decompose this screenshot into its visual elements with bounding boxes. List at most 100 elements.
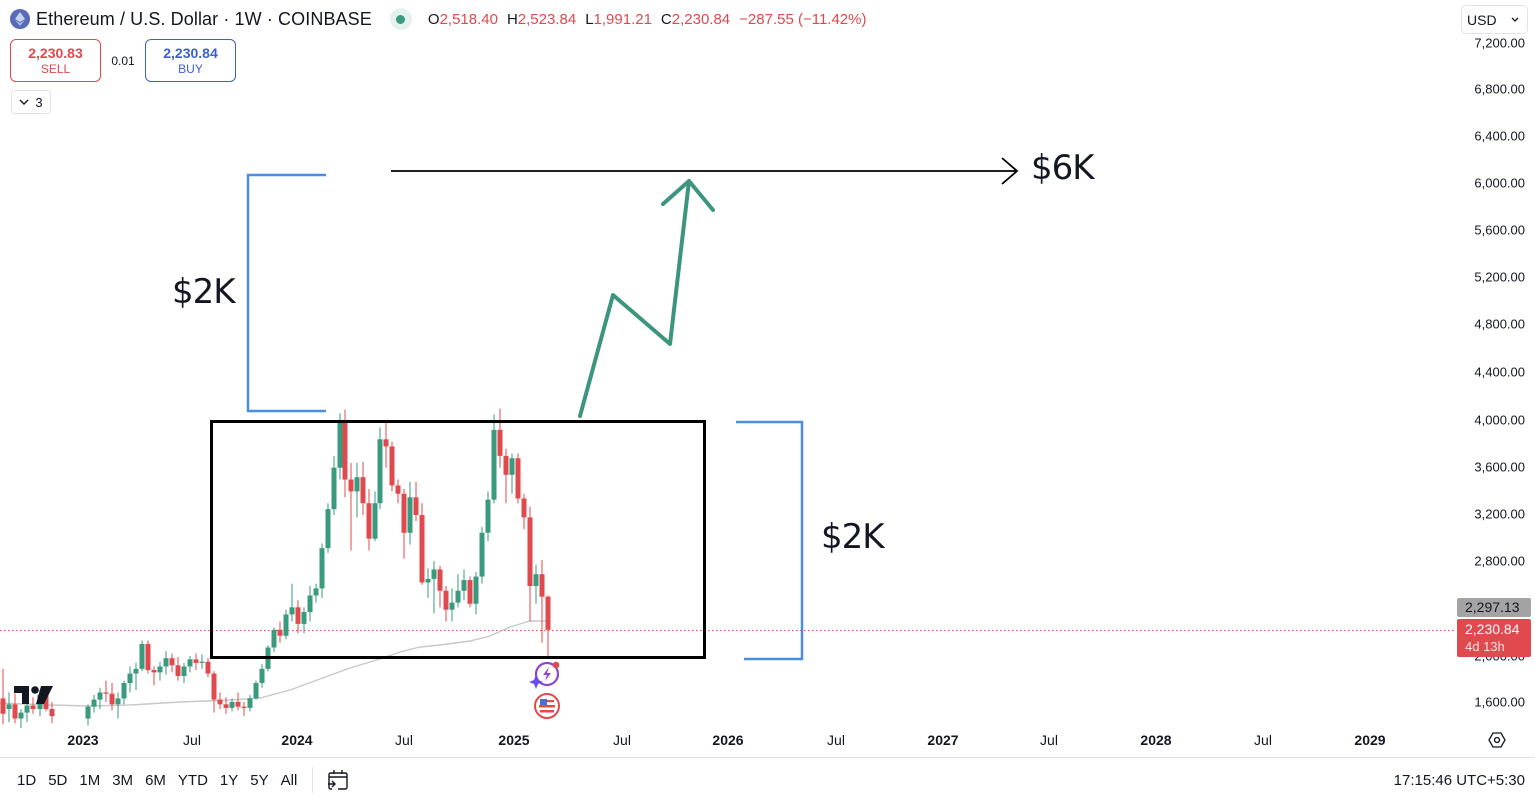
price-change: −287.55 (−11.42%) xyxy=(739,10,867,28)
candle-body xyxy=(217,699,223,705)
candle-body xyxy=(49,709,55,717)
candle-body xyxy=(229,701,235,708)
sell-price: 2,230.83 xyxy=(28,44,83,61)
candle-body xyxy=(319,548,325,589)
candle-body xyxy=(115,698,121,705)
range-button-ytd[interactable]: YTD xyxy=(177,771,208,789)
candle-body xyxy=(437,569,443,591)
candle-body xyxy=(30,705,36,710)
range-button-5d[interactable]: 5D xyxy=(48,771,68,789)
candle-body xyxy=(295,607,301,624)
currency-select[interactable]: USD xyxy=(1461,5,1528,34)
indicators-toggle-button[interactable]: 3 xyxy=(11,90,51,114)
range-button-6m[interactable]: 6M xyxy=(145,771,166,789)
candle-body xyxy=(223,704,229,708)
candle-body xyxy=(259,668,265,684)
lower-range-label[interactable]: $2K xyxy=(821,517,885,557)
candle-body xyxy=(18,712,24,719)
candle-body xyxy=(479,532,485,577)
last-price-value: 2,230.84 xyxy=(1465,621,1520,637)
candle-body xyxy=(205,661,211,674)
range-button-3m[interactable]: 3M xyxy=(112,771,134,789)
spread-value: 0.01 xyxy=(111,53,135,68)
candle-body xyxy=(169,658,175,666)
tradingview-logo[interactable] xyxy=(14,684,54,706)
time-axis[interactable]: 2023 Jul 2024 Jul 2025 Jul 2026 Jul 2027 Jul 2028 J… xyxy=(0,726,1450,754)
symbol-title[interactable]: Ethereum / U.S. Dollar · 1W · COINBASE xyxy=(36,8,372,29)
candle-body xyxy=(247,698,253,708)
candle-body xyxy=(151,670,157,673)
candle-body xyxy=(497,429,503,456)
price-tick: 2,800.00 xyxy=(1474,553,1525,569)
last-price-tag: 2,230.84 4d 13h xyxy=(1457,619,1531,657)
sell-button[interactable]: 2,230.83 SELL xyxy=(10,39,101,82)
toolbar-divider xyxy=(312,767,314,793)
candle-body xyxy=(313,588,319,596)
upper-bracket[interactable] xyxy=(246,173,326,413)
candle-body xyxy=(354,477,360,492)
date-range-group: 1D 5D 1M 3M 6M YTD 1Y 5Y All xyxy=(12,772,302,789)
range-button-5y[interactable]: 5Y xyxy=(250,771,269,789)
time-tick: Jul xyxy=(183,732,201,748)
earnings-event-icon[interactable] xyxy=(529,661,560,689)
candle-body xyxy=(425,578,431,583)
go-to-date-button[interactable] xyxy=(325,767,351,793)
price-tick: 3,600.00 xyxy=(1474,459,1525,475)
trade-panel: 2,230.83 SELL 0.01 2,230.84 BUY xyxy=(10,39,236,82)
candle-body xyxy=(413,497,419,516)
candle-body xyxy=(383,439,389,447)
price-tick: 3,200.00 xyxy=(1474,506,1525,522)
sell-label: SELL xyxy=(40,61,71,76)
close-label: C xyxy=(660,10,672,28)
candle-body xyxy=(419,515,425,583)
close-value: 2,230.84 xyxy=(671,10,731,28)
time-tick: 2023 xyxy=(67,732,99,748)
target-label[interactable]: $6K xyxy=(1031,148,1095,188)
candle-body xyxy=(533,574,539,587)
currency-value: USD xyxy=(1467,11,1497,28)
range-box[interactable] xyxy=(210,420,706,659)
range-button-all[interactable]: All xyxy=(280,771,298,789)
candle-body xyxy=(139,643,145,669)
candle-body xyxy=(389,446,395,486)
lower-bracket[interactable] xyxy=(736,420,804,661)
candle-body xyxy=(193,659,199,663)
candle-body xyxy=(145,643,151,671)
candle-body xyxy=(503,455,509,475)
candle-body xyxy=(301,612,307,624)
candle-body xyxy=(133,668,139,674)
indicators-count: 3 xyxy=(35,94,43,110)
candle-body xyxy=(366,503,372,539)
price-tick: 7,200.00 xyxy=(1474,35,1525,51)
candle-body xyxy=(175,665,181,676)
candle-body xyxy=(461,580,467,591)
buy-button[interactable]: 2,230.84 BUY xyxy=(145,39,236,82)
candle-body xyxy=(348,479,354,492)
candle-body xyxy=(187,659,193,667)
candle-body xyxy=(485,499,491,533)
price-tick: 4,000.00 xyxy=(1474,412,1525,428)
candle-body xyxy=(331,467,337,510)
price-tick: 6,800.00 xyxy=(1474,81,1525,97)
market-open-dot-icon[interactable] xyxy=(389,8,412,30)
us-economic-event-icon[interactable] xyxy=(534,693,560,719)
candle-body xyxy=(283,614,289,636)
projection-path[interactable] xyxy=(578,179,691,418)
time-tick: Jul xyxy=(395,732,413,748)
calendar-goto-icon xyxy=(328,770,348,790)
time-tick: 2028 xyxy=(1140,732,1172,748)
candle-body xyxy=(431,569,437,579)
candle-body xyxy=(401,493,407,533)
candle-body xyxy=(277,629,283,636)
timezone-clock[interactable]: 17:15:46 UTC+5:30 xyxy=(1393,771,1525,789)
candle-body xyxy=(181,666,187,676)
range-button-1y[interactable]: 1Y xyxy=(219,771,239,789)
axis-settings-icon[interactable] xyxy=(1488,732,1506,748)
candle-body xyxy=(325,509,331,549)
time-tick: Jul xyxy=(1040,732,1058,748)
range-button-1d[interactable]: 1D xyxy=(17,771,37,789)
upper-range-label[interactable]: $2K xyxy=(172,272,236,312)
range-button-1m[interactable]: 1M xyxy=(79,771,101,789)
candle-body xyxy=(157,666,163,673)
